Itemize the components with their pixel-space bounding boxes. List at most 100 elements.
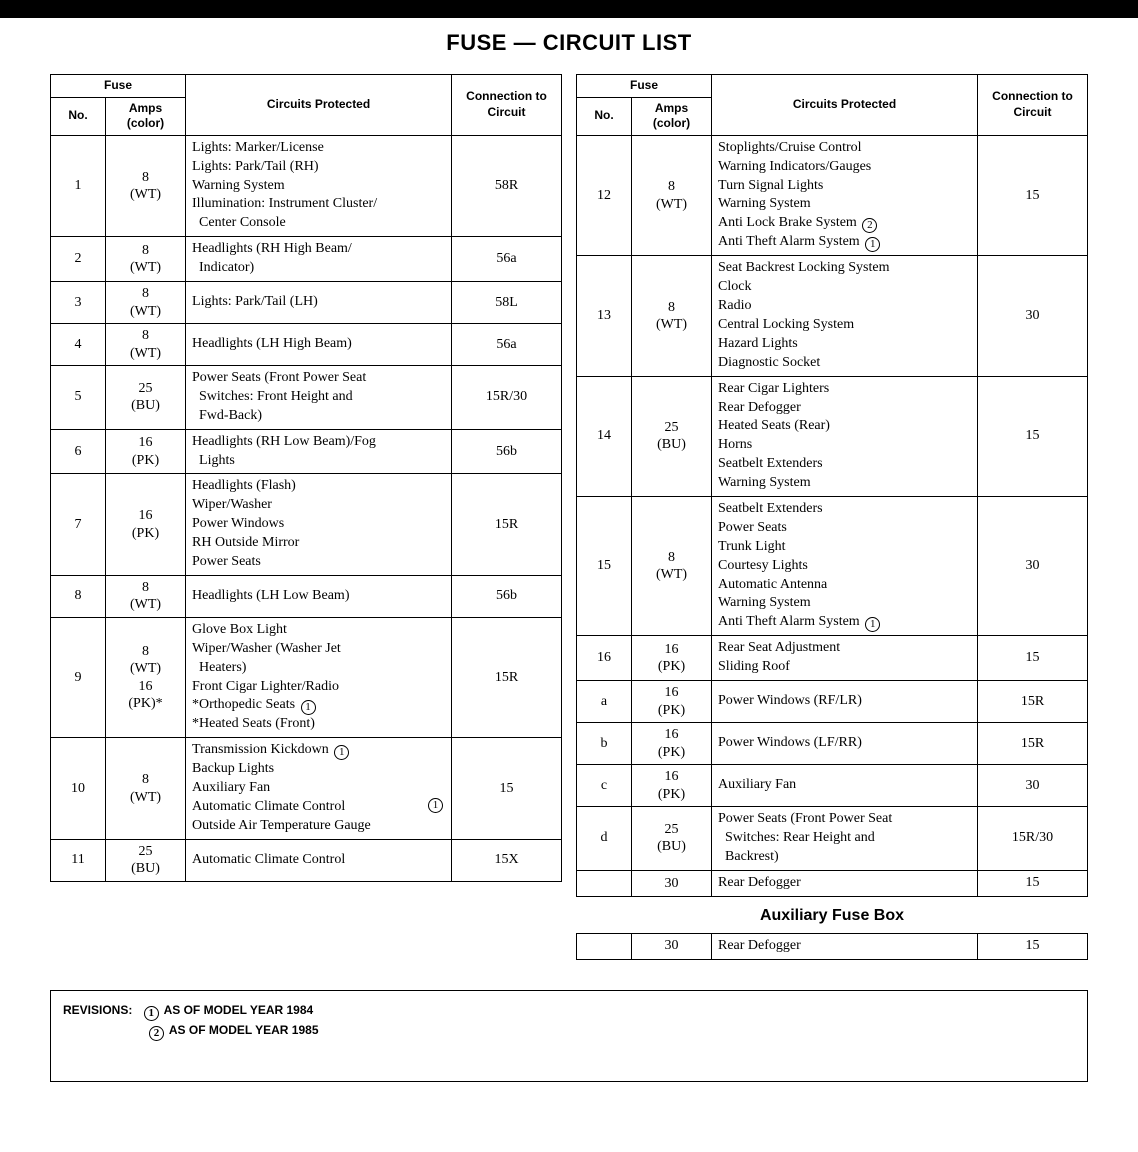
circled-note-1: 1 xyxy=(428,798,443,813)
circuit-line: Warning System xyxy=(718,594,971,613)
cell-no xyxy=(577,870,632,896)
circuit-line: Auxiliary Fan xyxy=(192,779,445,798)
cell-amps: 8(WT) xyxy=(106,237,186,282)
circuit-line: Backup Lights xyxy=(192,760,445,779)
cell-conn: 15 xyxy=(978,376,1088,496)
table-row: 1425(BU)Rear Cigar LightersRear Defogger… xyxy=(577,376,1088,496)
table-row: b16(PK)Power Windows (LF/RR)15R xyxy=(577,723,1088,765)
circuit-line: Transmission Kickdown 1 xyxy=(192,741,445,760)
circuit-line: Seat Backrest Locking System xyxy=(718,259,971,278)
cell-conn: 30 xyxy=(978,765,1088,807)
cell-no: 1 xyxy=(51,135,106,236)
circuit-line: Backrest) xyxy=(718,848,971,867)
cell-no: 3 xyxy=(51,282,106,324)
cell-conn: 15 xyxy=(978,870,1088,896)
cell-no: b xyxy=(577,723,632,765)
table-row: 28(WT)Headlights (RH High Beam/ Indicato… xyxy=(51,237,562,282)
cell-no: 16 xyxy=(577,636,632,681)
cell-no: 11 xyxy=(51,839,106,881)
circuit-line: Rear Defogger xyxy=(718,937,971,956)
circuit-line: Wiper/Washer (Washer Jet xyxy=(192,640,445,659)
circuit-line: Wiper/Washer xyxy=(192,496,445,515)
cell-amps: 8(WT)16(PK)* xyxy=(106,617,186,737)
circuit-line: Power Windows (LF/RR) xyxy=(718,734,971,753)
circuit-line: Auxiliary Fan xyxy=(718,776,971,795)
table-row: 38(WT)Lights: Park/Tail (LH)58L xyxy=(51,282,562,324)
cell-amps: 30 xyxy=(632,870,712,896)
circuit-line: Automatic Climate Control 1 xyxy=(192,798,445,817)
cell-circuits: Automatic Climate Control xyxy=(186,839,452,881)
cell-conn: 15R/30 xyxy=(452,366,562,430)
fuse-table-left: Fuse Circuits Protected Connection toCir… xyxy=(50,74,562,882)
top-black-bar xyxy=(0,0,1138,18)
cell-circuits: Headlights (Flash)Wiper/WasherPower Wind… xyxy=(186,474,452,575)
circuit-line: Headlights (RH High Beam/ xyxy=(192,240,445,259)
cell-circuits: Seatbelt ExtendersPower SeatsTrunk Light… xyxy=(712,497,978,636)
cell-conn: 15 xyxy=(452,738,562,840)
table-row: 716(PK)Headlights (Flash)Wiper/WasherPow… xyxy=(51,474,562,575)
fuse-table-aux: 30Rear Defogger15 xyxy=(576,933,1088,960)
cell-conn: 58L xyxy=(452,282,562,324)
circuit-line: Rear Defogger xyxy=(718,399,971,418)
cell-circuits: Power Seats (Front Power Seat Switches: … xyxy=(186,366,452,430)
cell-amps: 8(WT) xyxy=(632,497,712,636)
cell-circuits: Headlights (RH High Beam/ Indicator) xyxy=(186,237,452,282)
cell-circuits: Rear Cigar LightersRear DefoggerHeated S… xyxy=(712,376,978,496)
cell-no: d xyxy=(577,807,632,871)
cell-circuits: Lights: Park/Tail (LH) xyxy=(186,282,452,324)
cell-no: a xyxy=(577,681,632,723)
hdr-fuse: Fuse xyxy=(577,75,712,98)
hdr-conn: Connection toCircuit xyxy=(452,75,562,136)
cell-amps: 16(PK) xyxy=(106,429,186,474)
circuit-line: Illumination: Instrument Cluster/ xyxy=(192,195,445,214)
cell-conn: 56b xyxy=(452,429,562,474)
left-table-wrap: Fuse Circuits Protected Connection toCir… xyxy=(50,74,562,882)
circuit-line: Seatbelt Extenders xyxy=(718,455,971,474)
fuse-table-right: Fuse Circuits Protected Connection toCir… xyxy=(576,74,1088,897)
cell-conn: 15 xyxy=(978,135,1088,256)
cell-no: 7 xyxy=(51,474,106,575)
circuit-line: Switches: Front Height and xyxy=(192,388,445,407)
table-row: 525(BU)Power Seats (Front Power Seat Swi… xyxy=(51,366,562,430)
cell-amps: 8(WT) xyxy=(106,324,186,366)
cell-circuits: Seat Backrest Locking SystemClockRadioCe… xyxy=(712,256,978,376)
revision-text: AS OF MODEL YEAR 1985 xyxy=(169,1023,319,1037)
table-row: 48(WT)Headlights (LH High Beam)56a xyxy=(51,324,562,366)
cell-circuits: Power Windows (LF/RR) xyxy=(712,723,978,765)
cell-no: 15 xyxy=(577,497,632,636)
cell-conn: 15X xyxy=(452,839,562,881)
cell-circuits: Lights: Marker/LicenseLights: Park/Tail … xyxy=(186,135,452,236)
table-row: a16(PK)Power Windows (RF/LR)15R xyxy=(577,681,1088,723)
circled-note-1: 1 xyxy=(301,700,316,715)
cell-amps: 16(PK) xyxy=(632,636,712,681)
cell-conn: 15R xyxy=(978,681,1088,723)
hdr-no: No. xyxy=(577,97,632,135)
circuit-line: Lights: Park/Tail (LH) xyxy=(192,293,445,312)
table-row: 158(WT)Seatbelt ExtendersPower SeatsTrun… xyxy=(577,497,1088,636)
cell-conn: 15 xyxy=(978,636,1088,681)
circuit-line: Power Windows xyxy=(192,515,445,534)
table-row: 138(WT)Seat Backrest Locking SystemClock… xyxy=(577,256,1088,376)
circuit-line: Radio xyxy=(718,297,971,316)
cell-circuits: Rear Seat AdjustmentSliding Roof xyxy=(712,636,978,681)
revisions-label: REVISIONS: xyxy=(63,1001,132,1020)
cell-conn: 30 xyxy=(978,497,1088,636)
circuit-line: Headlights (RH Low Beam)/Fog xyxy=(192,433,445,452)
circuit-line: Warning System xyxy=(718,474,971,493)
circuit-line: Heated Seats (Rear) xyxy=(718,417,971,436)
circuit-line: Anti Theft Alarm System 1 xyxy=(718,233,971,252)
circuit-line: Rear Cigar Lighters xyxy=(718,380,971,399)
cell-circuits: Transmission Kickdown 1Backup LightsAuxi… xyxy=(186,738,452,840)
circuit-line: Turn Signal Lights xyxy=(718,177,971,196)
table-row: 98(WT)16(PK)*Glove Box LightWiper/Washer… xyxy=(51,617,562,737)
circuit-line: Automatic Climate Control xyxy=(192,851,445,870)
cell-amps: 8(WT) xyxy=(106,135,186,236)
cell-circuits: Power Windows (RF/LR) xyxy=(712,681,978,723)
cell-conn: 15R/30 xyxy=(978,807,1088,871)
circuit-line: RH Outside Mirror xyxy=(192,534,445,553)
table-row: 88(WT)Headlights (LH Low Beam)56b xyxy=(51,575,562,617)
circuit-line: Headlights (Flash) xyxy=(192,477,445,496)
cell-no: 6 xyxy=(51,429,106,474)
cell-amps: 25(BU) xyxy=(106,366,186,430)
cell-conn: 15R xyxy=(452,474,562,575)
